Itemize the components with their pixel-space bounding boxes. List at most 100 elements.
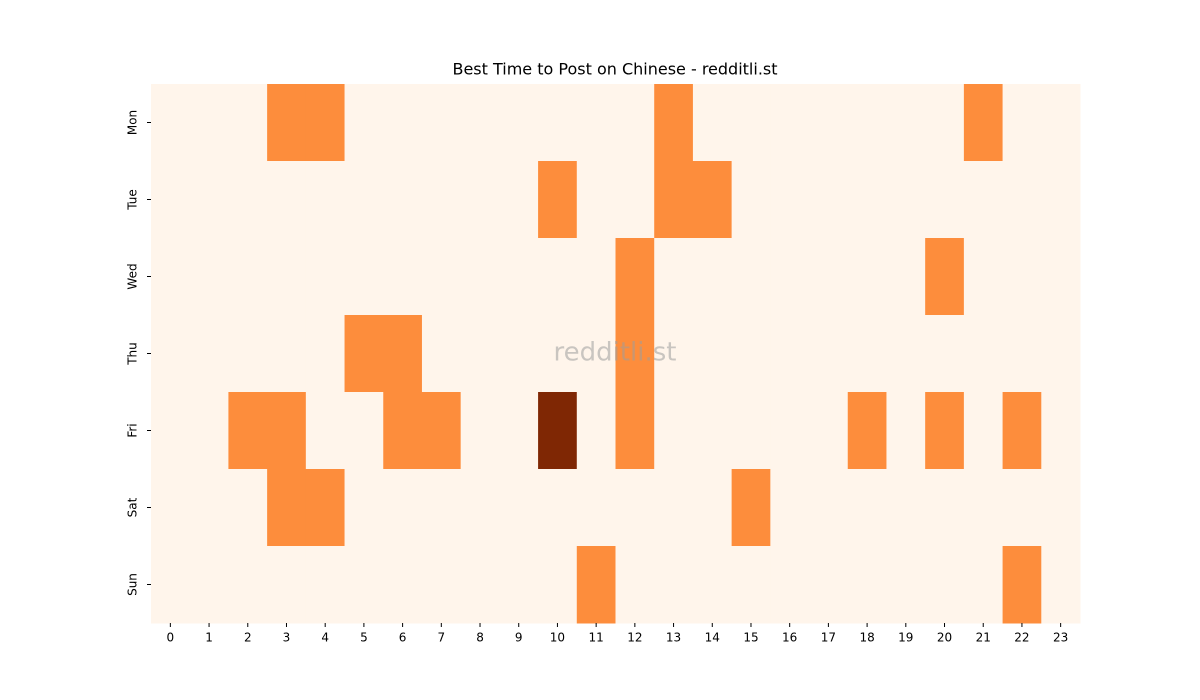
heatmap-cell xyxy=(499,546,539,624)
heatmap-cell xyxy=(460,161,500,239)
heatmap-cell xyxy=(460,84,500,162)
heatmap-cell xyxy=(344,238,384,316)
heatmap-cell xyxy=(692,84,733,162)
heatmap-cell xyxy=(576,392,616,470)
heatmap-cell xyxy=(692,238,733,316)
heatmap-cell xyxy=(151,161,191,239)
heatmap-cell xyxy=(228,238,268,316)
x-tick-label: 14 xyxy=(705,631,720,645)
x-tick-label: 16 xyxy=(782,631,797,645)
heatmap-cell xyxy=(499,315,539,393)
x-tick-label: 19 xyxy=(898,631,913,645)
heatmap-cell xyxy=(1041,469,1081,547)
heatmap-cell xyxy=(654,84,694,162)
heatmap-cell xyxy=(692,392,733,470)
x-tick-label: 3 xyxy=(283,631,291,645)
heatmap-cell xyxy=(654,469,694,547)
heatmap-cell xyxy=(383,238,423,316)
heatmap-cell xyxy=(151,469,191,547)
heatmap-cell xyxy=(383,161,423,239)
heatmap-cell xyxy=(538,392,578,470)
heatmap-cell xyxy=(1041,84,1081,162)
heatmap-cell xyxy=(383,392,423,470)
heatmap-cell xyxy=(344,84,384,162)
x-tick-label: 8 xyxy=(476,631,484,645)
y-tick-label: Wed xyxy=(126,263,140,289)
heatmap-cell xyxy=(692,161,733,239)
heatmap-cell xyxy=(654,238,694,316)
heatmap-cell xyxy=(267,315,307,393)
heatmap-cell xyxy=(499,469,539,547)
heatmap-cell xyxy=(886,238,926,316)
x-tick-label: 1 xyxy=(205,631,213,645)
heatmap-cell xyxy=(267,238,307,316)
heatmap-cell xyxy=(809,392,849,470)
heatmap-cell xyxy=(615,161,655,239)
heatmap-cell xyxy=(963,84,1004,162)
heatmap-cell xyxy=(770,238,810,316)
x-tick-label: 9 xyxy=(515,631,523,645)
heatmap-cell xyxy=(499,238,539,316)
y-tick-label: Sun xyxy=(126,573,140,596)
heatmap-cell xyxy=(615,238,655,316)
x-tick-label: 6 xyxy=(399,631,407,645)
heatmap-cell xyxy=(1002,315,1042,393)
heatmap-cell xyxy=(421,238,462,316)
heatmap-cell xyxy=(886,546,926,624)
heatmap-cell xyxy=(460,546,500,624)
heatmap-cell xyxy=(847,469,887,547)
x-tick-label: 5 xyxy=(360,631,368,645)
heatmap-cell xyxy=(925,84,965,162)
heatmap-cell xyxy=(731,161,771,239)
x-tick-label: 13 xyxy=(666,631,681,645)
heatmap-cell xyxy=(731,392,771,470)
heatmap-cell xyxy=(189,315,229,393)
heatmap-cell xyxy=(460,469,500,547)
heatmap-cell xyxy=(538,238,578,316)
heatmap-cell xyxy=(847,392,887,470)
heatmap-cell xyxy=(963,161,1004,239)
x-tick-label: 10 xyxy=(550,631,565,645)
heatmap-cell xyxy=(615,315,655,393)
heatmap-cell xyxy=(731,315,771,393)
y-tick-label: Thu xyxy=(126,342,140,366)
heatmap-cell xyxy=(267,161,307,239)
heatmap-cell xyxy=(383,84,423,162)
heatmap-cell xyxy=(615,546,655,624)
heatmap-cell xyxy=(421,315,462,393)
heatmap-cell xyxy=(925,546,965,624)
heatmap-cell xyxy=(1002,161,1042,239)
heatmap-cell xyxy=(305,238,346,316)
x-tick-label: 0 xyxy=(167,631,175,645)
heatmap-cell xyxy=(1002,84,1042,162)
heatmap-cell xyxy=(228,315,268,393)
heatmap-cell xyxy=(344,161,384,239)
y-tick-label: Fri xyxy=(126,423,140,437)
heatmap-cell xyxy=(460,238,500,316)
heatmap-cell xyxy=(538,84,578,162)
heatmap-cell xyxy=(151,315,191,393)
heatmap-cell xyxy=(963,238,1004,316)
heatmap-cell xyxy=(576,546,616,624)
x-tick-label: 12 xyxy=(627,631,642,645)
x-tick-label: 4 xyxy=(321,631,329,645)
heatmap-cell xyxy=(189,469,229,547)
heatmap-cell xyxy=(460,315,500,393)
heatmap-cell xyxy=(654,392,694,470)
heatmap-cell xyxy=(421,392,462,470)
heatmap-cell xyxy=(383,546,423,624)
x-tick-label: 22 xyxy=(1014,631,1029,645)
heatmap-cell xyxy=(847,315,887,393)
y-tick-label: Sat xyxy=(126,497,140,517)
heatmap-cell xyxy=(809,238,849,316)
heatmap-cell xyxy=(654,546,694,624)
heatmap-cell xyxy=(538,469,578,547)
heatmap-cell xyxy=(189,161,229,239)
heatmap-cell xyxy=(692,315,733,393)
heatmap-cell xyxy=(383,315,423,393)
heatmap-cell xyxy=(615,84,655,162)
x-tick-label: 15 xyxy=(743,631,758,645)
heatmap-cell xyxy=(576,161,616,239)
heatmap-cell xyxy=(421,161,462,239)
heatmap-cell xyxy=(731,469,771,547)
